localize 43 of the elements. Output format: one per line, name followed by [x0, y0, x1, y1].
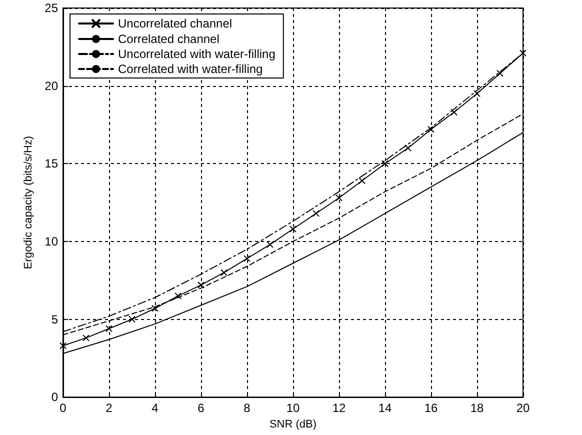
point — [474, 90, 480, 98]
point — [312, 210, 320, 217]
y-tick-label: 15 — [44, 156, 58, 171]
y-tick-label: 25 — [44, 1, 58, 15]
point — [174, 292, 182, 300]
point — [428, 126, 434, 133]
x-axis-title: SNR (dB) — [269, 418, 317, 430]
point — [244, 255, 250, 262]
point — [128, 316, 136, 323]
point — [198, 282, 204, 289]
point — [82, 334, 90, 342]
point — [266, 241, 274, 248]
x-tick-label: 18 — [470, 401, 484, 416]
point — [152, 304, 158, 312]
y-tick-label: 0 — [51, 390, 58, 404]
y-tick-label: 20 — [44, 78, 58, 93]
point — [520, 50, 526, 57]
x-tick-label: 16 — [424, 401, 438, 416]
point — [496, 70, 504, 77]
x-tick-label: 14 — [378, 401, 392, 416]
y-tick-label: 5 — [51, 312, 58, 326]
x-tick-label: 6 — [198, 401, 205, 416]
legend-label: Correlated channel — [118, 32, 220, 46]
x-tick-label: 4 — [152, 401, 159, 416]
y-axis-title: Ergodic capacity (bits/s/Hz) — [22, 136, 34, 270]
point — [220, 269, 228, 276]
x-tick-label: 20 — [516, 401, 530, 416]
legend-label: Correlated with water-filling — [118, 62, 263, 76]
point — [60, 342, 66, 350]
x-tick-label: 10 — [286, 401, 300, 416]
point — [358, 177, 366, 184]
point — [336, 194, 342, 202]
x-tick-label: 12 — [332, 401, 346, 416]
point — [404, 144, 412, 152]
y-tick-label: 10 — [44, 234, 58, 248]
x-tick-label: 8 — [244, 401, 251, 416]
x-tick-label: 2 — [106, 401, 113, 416]
point — [106, 325, 112, 332]
legend-label: Uncorrelated with water-filling — [118, 47, 276, 61]
point — [290, 226, 296, 233]
point — [382, 160, 388, 168]
point — [450, 108, 458, 116]
legend-label: Uncorrelated channel — [118, 16, 232, 30]
